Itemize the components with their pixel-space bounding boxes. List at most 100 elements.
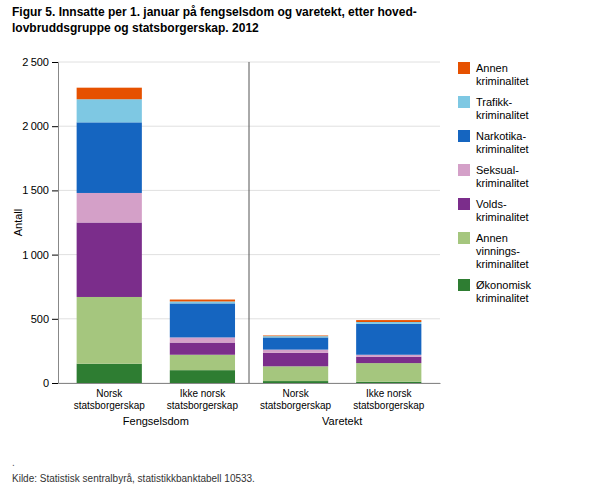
legend-label-line: Narkotika- <box>476 130 526 142</box>
bar-segment <box>263 350 328 353</box>
y-tick-label: 1 000 <box>22 249 49 261</box>
x-tick-label-line: statsborgerskap <box>260 400 332 411</box>
legend-label-line: kriminalitet <box>476 75 529 87</box>
legend-swatch <box>458 96 470 108</box>
x-tick-label-line: Ikke norsk <box>366 388 413 399</box>
chart: Figur 5. Innsatte per 1. januar på fengs… <box>0 0 610 488</box>
bar-segment <box>263 335 328 337</box>
x-tick-label: Ikke norskstatsborgerskap <box>353 388 425 411</box>
y-tick-mark <box>52 383 58 384</box>
annotation: . <box>12 457 15 468</box>
title-line: lovbruddsgruppe og statsborgerskap. 2012 <box>12 21 259 35</box>
x-tick-label: Norskstatsborgerskap <box>74 388 146 411</box>
bar-segment <box>77 99 142 122</box>
legend-label-line: kriminalitet <box>476 109 529 121</box>
bar-segment <box>263 336 328 337</box>
bar-segment <box>356 382 421 383</box>
x-tick: Norskstatsborgerskap <box>260 388 332 411</box>
legend-item: Narkotika-kriminalitet <box>458 130 529 155</box>
bar-segment <box>170 337 235 342</box>
legend-label: Annenvinnings-kriminalitet <box>476 232 529 270</box>
y-tick-label: 1 500 <box>22 184 49 196</box>
legend-label-line: kriminalitet <box>476 143 529 155</box>
y-axis: 0 500 1 000 1 500 2 000 2 500 <box>22 56 58 389</box>
y-tick-label: 2 000 <box>22 120 49 132</box>
bar-segment <box>170 370 235 383</box>
grid <box>58 62 440 383</box>
x-tick-label-line: statsborgerskap <box>74 400 146 411</box>
x-tick-label-line: statsborgerskap <box>167 400 239 411</box>
x-tick-label-line: Norsk <box>96 388 123 399</box>
legend: AnnenkriminalitetTrafikk-kriminalitetNar… <box>458 62 532 304</box>
x-tick-label-line: Norsk <box>283 388 310 399</box>
legend-label: Seksual-kriminalitet <box>476 164 529 189</box>
bar-segment <box>170 303 235 337</box>
y-axis-title: Antall <box>12 209 24 237</box>
x-axis-line <box>59 383 441 384</box>
legend-item: Annenvinnings-kriminalitet <box>458 232 529 270</box>
x-tick-label-line: statsborgerskap <box>353 400 425 411</box>
bar-segment <box>263 353 328 366</box>
bar-segment <box>356 322 421 324</box>
group-label: Fengselsdom <box>123 415 189 427</box>
bar-segment <box>356 355 421 357</box>
legend-label-line: kriminalitet <box>476 258 529 270</box>
y-tick: 1 500 <box>22 184 58 196</box>
y-tick: 2 500 <box>22 56 58 68</box>
legend-swatch <box>458 232 470 244</box>
x-tick: Norskstatsborgerskap <box>74 388 146 411</box>
legend-label-line: Volds- <box>476 198 507 210</box>
legend-label: Narkotika-kriminalitet <box>476 130 529 155</box>
bar-segment <box>170 301 235 303</box>
legend-swatch <box>458 130 470 142</box>
y-tick-mark <box>52 190 58 191</box>
x-tick: Ikke norskstatsborgerskap <box>167 388 239 411</box>
y-tick: 500 <box>31 313 58 325</box>
legend-item: Seksual-kriminalitet <box>458 164 529 189</box>
legend-item: Annenkriminalitet <box>458 62 529 87</box>
legend-swatch <box>458 279 470 291</box>
legend-label-line: kriminalitet <box>476 211 529 223</box>
bar-segment <box>263 337 328 349</box>
plot: 05001 0001 5002 0002 500Norskstatsborger… <box>22 56 440 427</box>
bar-segment <box>77 223 142 297</box>
x-tick-label: Norskstatsborgerskap <box>260 388 332 411</box>
y-axis-line <box>52 63 59 384</box>
group-separator <box>249 62 250 383</box>
legend-label-line: vinnings- <box>476 245 520 257</box>
legend-label-line: Annen <box>476 62 508 74</box>
bar-segment <box>170 355 235 370</box>
source: Kilde: Statistisk sentralbyrå, statistik… <box>12 473 255 484</box>
y-tick: 0 <box>43 377 58 389</box>
legend-label-line: Seksual- <box>476 164 519 176</box>
y-tick-label: 2 500 <box>22 56 49 68</box>
y-tick-label: 0 <box>43 377 49 389</box>
legend-item: Trafikk-kriminalitet <box>458 96 529 121</box>
legend-label: Annenkriminalitet <box>476 62 529 87</box>
legend-label-line: Økonomisk <box>476 279 532 291</box>
y-tick-mark <box>52 319 58 320</box>
x-tick-label-line: Ikke norsk <box>180 388 227 399</box>
y-tick-mark <box>52 255 58 256</box>
y-tick-mark <box>52 62 58 63</box>
bar-segment <box>77 297 142 364</box>
legend-label-line: kriminalitet <box>476 177 529 189</box>
legend-item: Økonomiskkriminalitet <box>458 279 532 304</box>
y-tick-label: 500 <box>31 313 49 325</box>
legend-swatch <box>458 164 470 176</box>
legend-label: Trafikk-kriminalitet <box>476 96 529 121</box>
bar-segment <box>263 366 328 381</box>
title: Figur 5. Innsatte per 1. januar på fengs… <box>12 5 417 35</box>
legend-label-line: kriminalitet <box>476 292 529 304</box>
legend-label: Økonomiskkriminalitet <box>476 279 532 304</box>
title-line: Figur 5. Innsatte per 1. januar på fengs… <box>12 5 417 19</box>
bar-segment <box>170 300 235 302</box>
x-axis: NorskstatsborgerskapIkke norskstatsborge… <box>59 384 441 412</box>
bar-segment <box>170 343 235 355</box>
x-tick-label: Ikke norskstatsborgerskap <box>167 388 239 411</box>
y-tick-mark <box>52 126 58 127</box>
group-label: Varetekt <box>322 415 362 427</box>
legend-label: Volds-kriminalitet <box>476 198 529 223</box>
x-tick: Ikke norskstatsborgerskap <box>353 388 425 411</box>
bar-segment <box>77 88 142 100</box>
